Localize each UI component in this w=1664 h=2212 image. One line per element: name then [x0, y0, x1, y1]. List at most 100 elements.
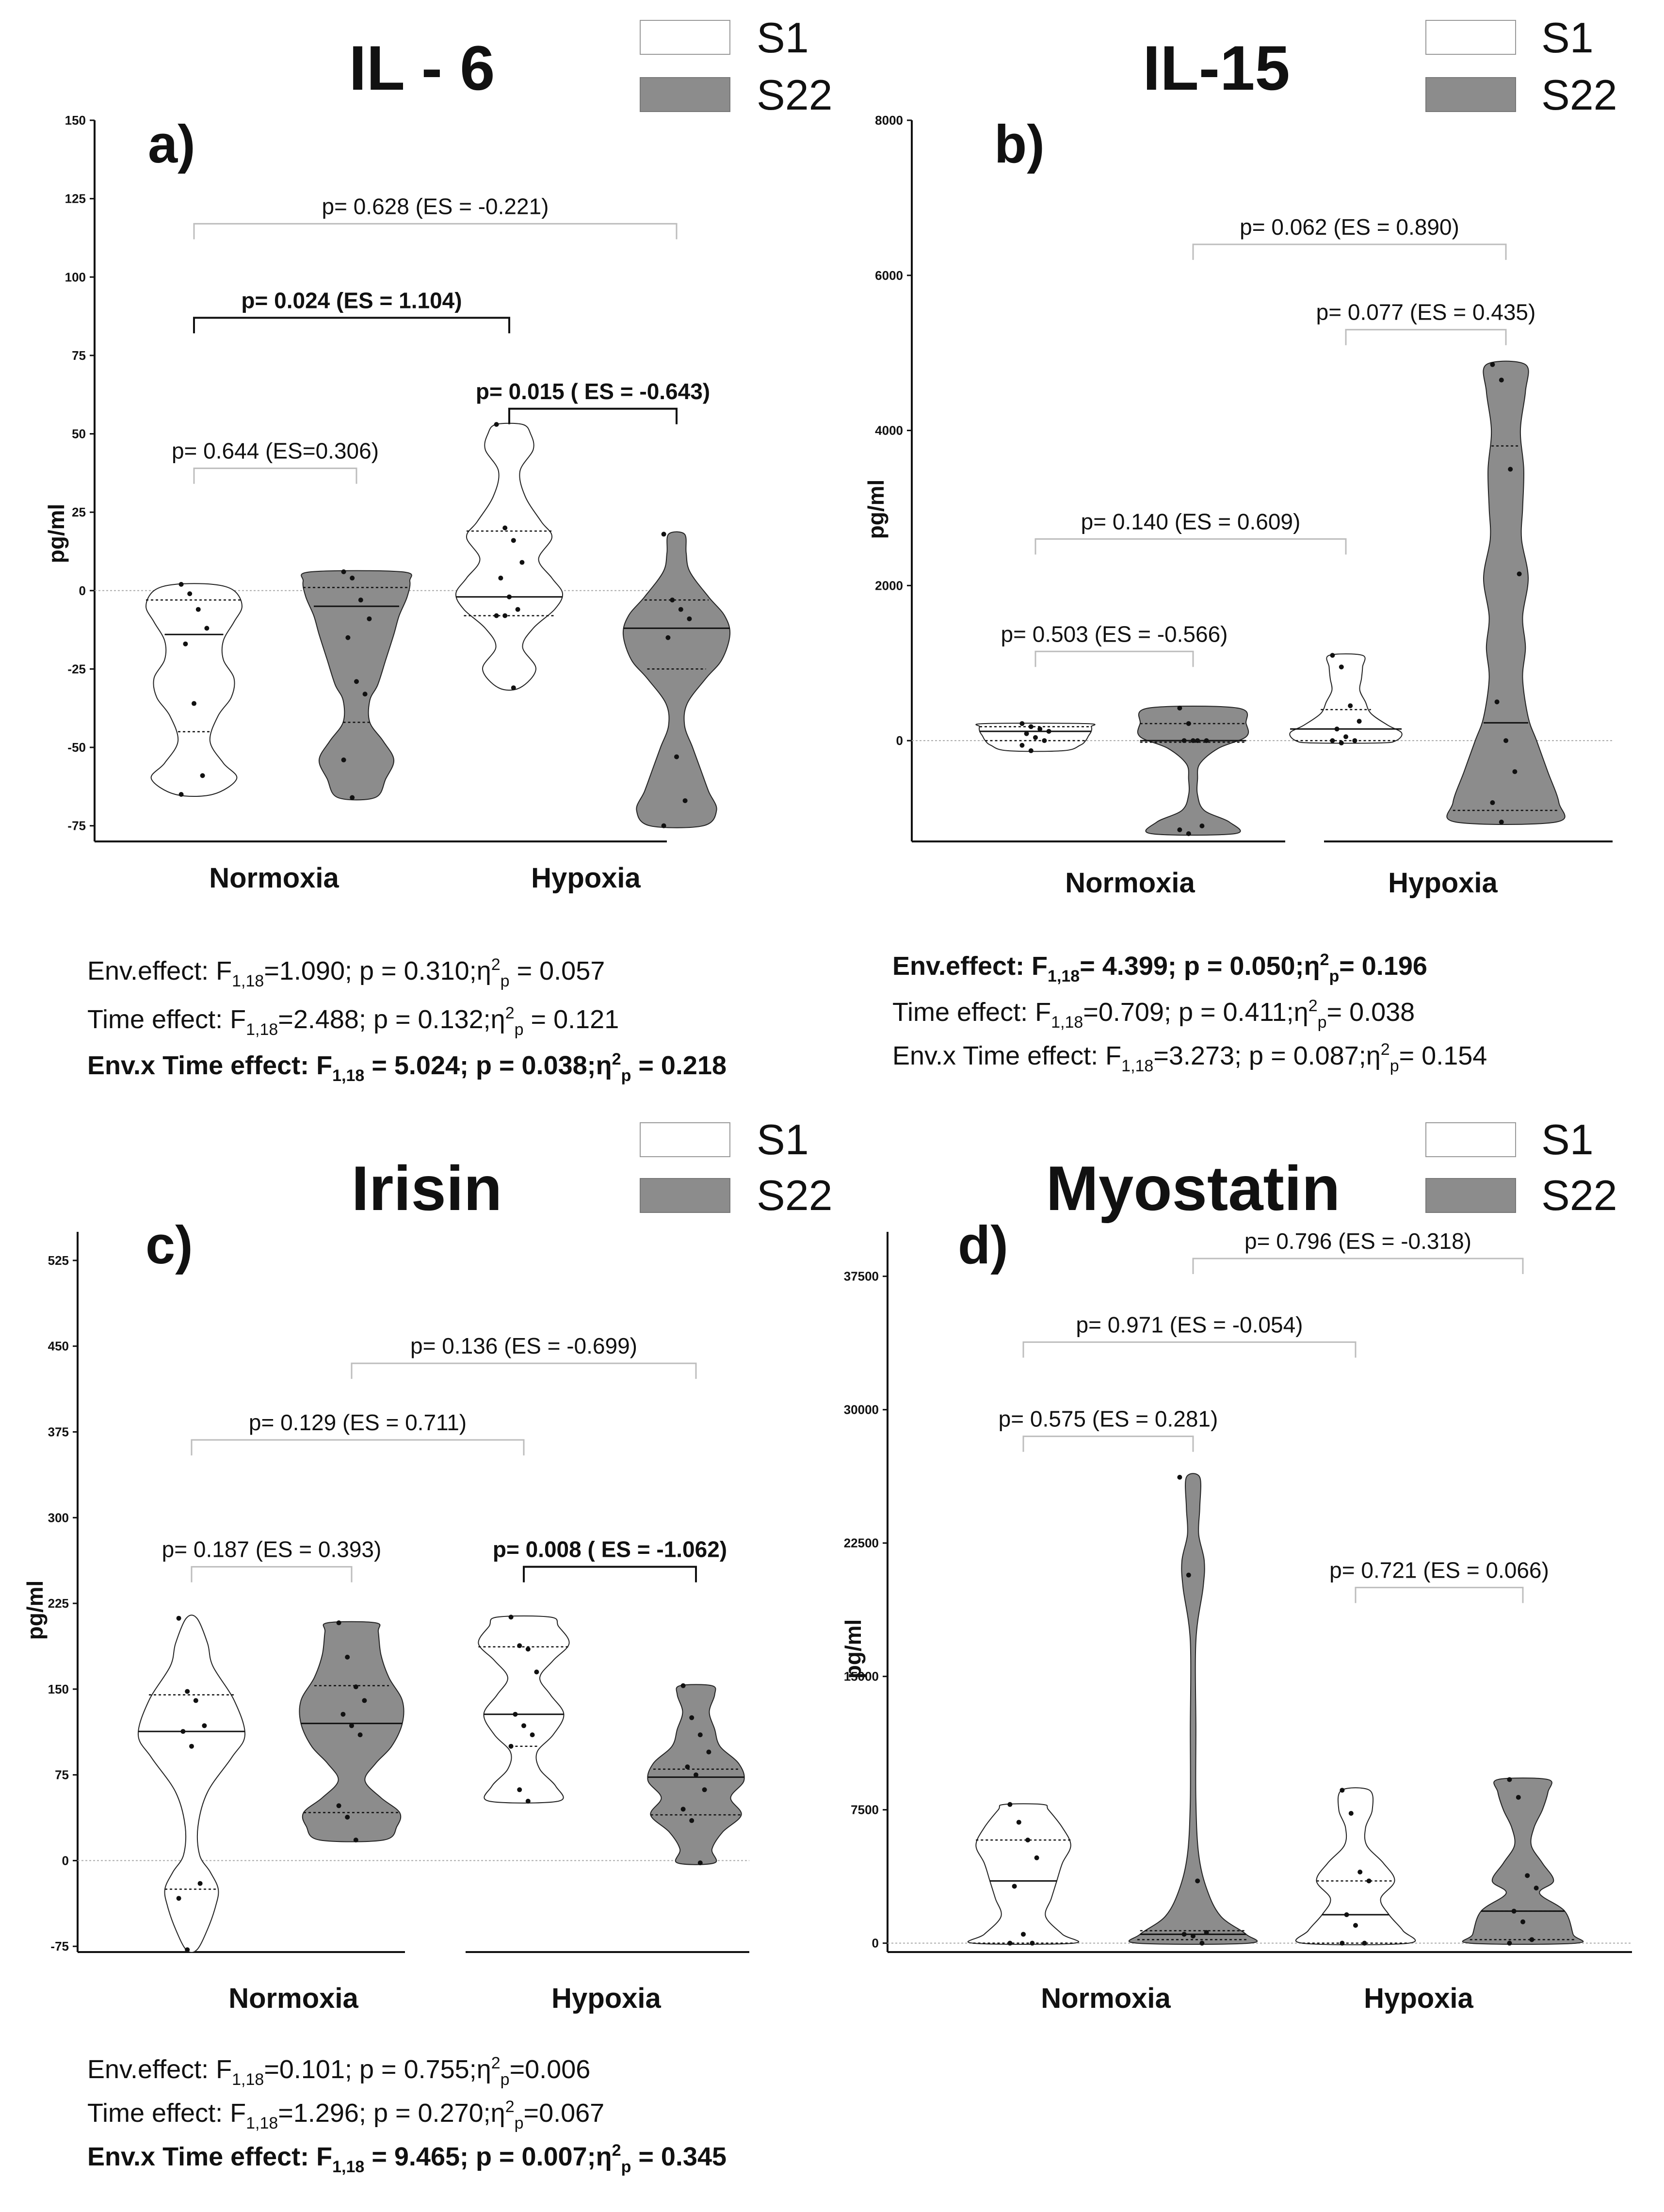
stats-line: Env.x Time effect: F1,18=3.273; p = 0.08… [892, 1040, 1487, 1075]
data-point [350, 575, 355, 581]
data-point [1357, 1870, 1363, 1874]
significance-bracket: p= 0.721 (ES = 0.066) [1329, 1557, 1549, 1603]
data-point [1508, 467, 1513, 472]
data-point [1025, 1838, 1031, 1842]
data-point [682, 798, 688, 803]
panel-title: Irisin [352, 1153, 502, 1224]
y-axis-label: pg/ml [863, 480, 889, 539]
stats-line: Time effect: F1,18=2.488; p = 0.132;η2p … [87, 1004, 619, 1039]
data-point [508, 1744, 514, 1749]
data-point [185, 1947, 190, 1953]
legend-label-s22: S22 [1541, 1171, 1617, 1219]
violin-s1-normoxia [975, 721, 1096, 753]
y-tick-label: 150 [48, 1682, 69, 1696]
bracket-label: p= 0.644 (ES=0.306) [172, 438, 379, 464]
data-point [183, 641, 188, 646]
data-point [340, 1711, 346, 1717]
data-point [674, 754, 679, 759]
data-point [1511, 1908, 1517, 1914]
significance-bracket: p= 0.796 (ES = -0.318) [1192, 1228, 1524, 1274]
y-tick-label: 300 [48, 1510, 69, 1525]
data-point [1033, 735, 1038, 740]
data-point [1037, 727, 1043, 732]
significance-bracket: p= 0.971 (ES = -0.054) [1022, 1312, 1357, 1358]
legend-swatch-s22 [1425, 1178, 1516, 1213]
data-point [680, 1807, 686, 1812]
plot-area: 525 450 375 300 225 150 75 0 -75 p= 0.136 (ES = -… [48, 1232, 749, 1954]
violin-s22-normoxia [1137, 705, 1249, 837]
legend-label-s22: S22 [757, 71, 833, 119]
legend-swatch-s1 [1425, 1122, 1516, 1157]
violin-s1-normoxia [145, 581, 243, 797]
data-point [1516, 1795, 1521, 1800]
bracket-line [1022, 1436, 1194, 1452]
category-label-hypoxia: Hypoxia [551, 1983, 661, 2014]
data-point [1344, 1912, 1349, 1917]
data-point [187, 591, 193, 597]
data-point [1177, 1475, 1182, 1480]
data-point [1348, 1811, 1354, 1816]
panel-letter: a) [148, 114, 195, 174]
bracket-label: p= 0.187 (ES = 0.393) [162, 1537, 382, 1562]
y-tick-label: 0 [872, 1936, 879, 1951]
bracket-line [351, 1362, 697, 1379]
data-point [336, 1620, 341, 1626]
violin-body [145, 583, 243, 797]
y-tick-label: 525 [48, 1253, 69, 1268]
data-point [1339, 740, 1344, 745]
bracket-label: p= 0.796 (ES = -0.318) [1244, 1228, 1471, 1254]
data-point [661, 823, 666, 828]
bracket-line [1192, 243, 1507, 260]
data-point [494, 613, 499, 618]
y-tick-label: 375 [48, 1425, 69, 1439]
stats-line: Time effect: F1,18=0.709; p = 0.411;η2p=… [892, 997, 1415, 1032]
data-point [525, 1798, 531, 1804]
bracket-line [523, 1566, 697, 1582]
violin-s1-hypoxia [1295, 1787, 1416, 1946]
bracket-label: p= 0.062 (ES = 0.890) [1240, 214, 1459, 240]
data-point [697, 1732, 703, 1738]
violin-body [1462, 1777, 1584, 1945]
legend-swatch-s1 [640, 20, 730, 55]
data-point [1042, 738, 1047, 743]
data-point [1046, 728, 1051, 734]
bracket-line [193, 317, 510, 334]
data-point [1512, 769, 1518, 775]
data-point [1339, 664, 1344, 670]
y-tick-label: 4000 [875, 423, 903, 438]
violin-body [1289, 653, 1403, 744]
y-axis-label: pg/ml [840, 1619, 866, 1679]
y-axis-label: pg/ml [22, 1581, 48, 1640]
violin-body [1137, 706, 1249, 836]
y-tick-label: 25 [72, 505, 86, 519]
violin-body [137, 1615, 246, 1953]
data-point [1024, 731, 1029, 736]
bracket-label: p= 0.008 ( ES = -1.062) [493, 1537, 727, 1562]
y-tick-label: 7500 [851, 1803, 879, 1817]
violin-s22-hypoxia [1446, 360, 1566, 825]
category-label-hypoxia: Hypoxia [1364, 1983, 1473, 2014]
data-point [180, 1729, 186, 1734]
data-point [1525, 1873, 1530, 1878]
significance-bracket: p= 0.024 (ES = 1.104) [193, 288, 510, 334]
significance-bracket: p= 0.008 ( ES = -1.062) [493, 1537, 727, 1582]
panel-a-il6: IL - 6 a) S1 S22 Normoxia Hypoxia pg/ml … [44, 14, 833, 1085]
data-point [1030, 1940, 1035, 1946]
panel-b-il15: IL-15 b) S1 S22 Normoxia Hypoxia pg/ml 8… [863, 14, 1617, 1075]
y-tick-label: 22500 [844, 1536, 879, 1550]
violin-body [968, 1803, 1079, 1945]
y-tick-label: 0 [896, 733, 903, 748]
panel-c-irisin: Irisin c) S1 S22 Normoxia Hypoxia pg/ml … [22, 1115, 833, 2176]
panel-title: Myostatin [1046, 1153, 1341, 1224]
data-point [176, 1615, 181, 1621]
legend-swatch-s22 [640, 1178, 730, 1213]
stats-block: Env.effect: F1,18=1.090; p = 0.310;η2p =… [87, 955, 727, 1085]
data-point [1012, 1884, 1017, 1889]
data-point [513, 1711, 518, 1717]
data-point [1334, 727, 1340, 732]
data-point [508, 1615, 514, 1620]
y-tick-label: 75 [72, 348, 86, 363]
data-point [1028, 748, 1034, 753]
bracket-line [1192, 1258, 1524, 1274]
